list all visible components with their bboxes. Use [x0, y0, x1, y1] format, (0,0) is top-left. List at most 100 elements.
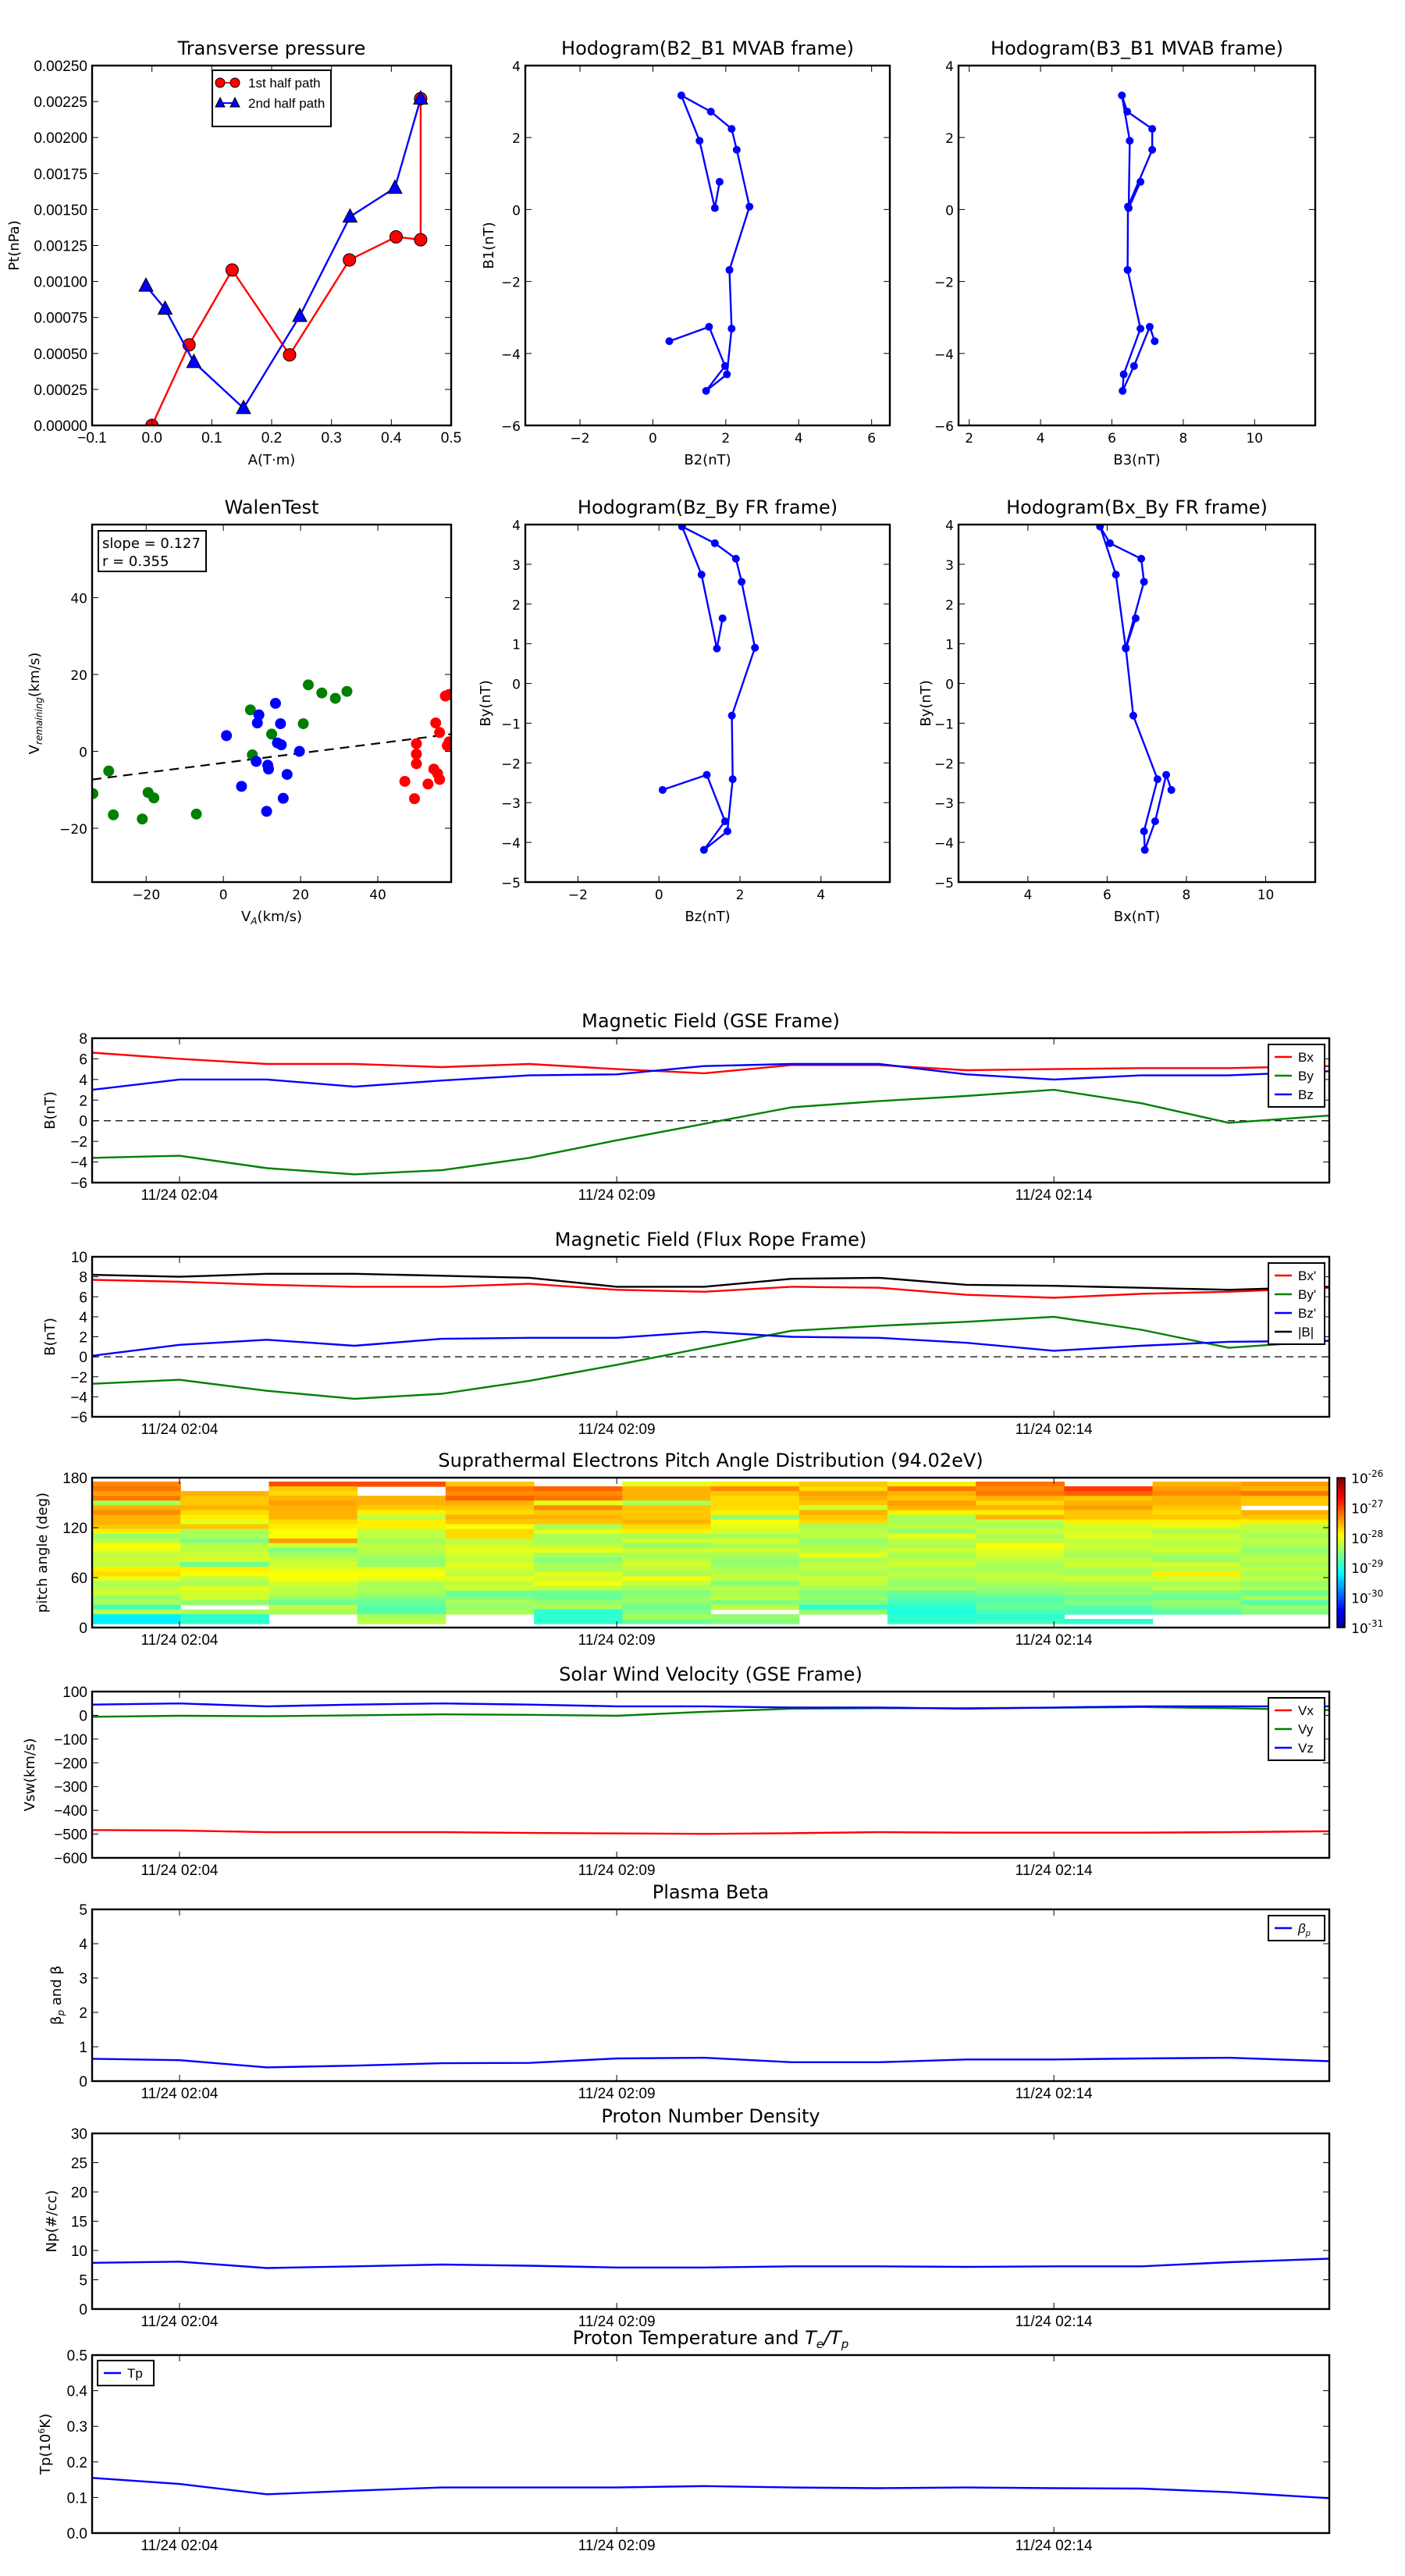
heatmap-cell: [1064, 1533, 1154, 1539]
plot-area: [92, 1482, 1329, 1624]
heatmap-cell: [799, 1609, 888, 1615]
plot-area: [1118, 91, 1159, 395]
legend-item: |B|: [1275, 1325, 1314, 1340]
y-tick-label: 60: [71, 1571, 87, 1587]
heatmap-cell: [799, 1505, 888, 1510]
scatter-point: [434, 774, 446, 785]
heatmap-cell: [180, 1567, 270, 1572]
colorbar-segment: [1337, 1528, 1345, 1531]
data-point: [723, 370, 731, 379]
heatmap-cell: [887, 1524, 976, 1530]
heatmap-cell: [1064, 1547, 1154, 1553]
legend-item: Vz: [1275, 1741, 1314, 1756]
chart-density: Proton Number Density 11/24 02:04 11/24 02…: [44, 2105, 1331, 2330]
heatmap-cell: [269, 1505, 358, 1510]
data-point: [1140, 578, 1148, 586]
heatmap-cell: [799, 1510, 888, 1516]
heatmap-cell: [1152, 1576, 1242, 1582]
heatmap-cell: [887, 1491, 976, 1496]
heatmap-cell: [445, 1533, 535, 1539]
x-tick-label: −0.1: [77, 430, 107, 447]
heatmap-cell: [710, 1491, 800, 1496]
heatmap-cell: [534, 1562, 623, 1567]
heatmap-cell: [710, 1528, 800, 1535]
heatmap-cell: [622, 1491, 712, 1496]
y-tick-label: 0: [79, 1114, 87, 1130]
data-point: [710, 204, 719, 212]
data-point: [678, 525, 686, 531]
y-tick-label: 6: [79, 1290, 87, 1306]
colorbar-segment: [1337, 1535, 1345, 1539]
data-point: [1148, 125, 1157, 133]
heatmap-cell: [269, 1514, 358, 1521]
chart-title: Magnetic Field (GSE Frame): [582, 1010, 840, 1032]
heatmap-cell: [445, 1528, 535, 1535]
heatmap-cell: [710, 1486, 800, 1492]
x-tick-label: −20: [132, 888, 160, 903]
heatmap-cell: [1152, 1500, 1242, 1506]
data-point: [283, 348, 297, 362]
y-tick-label: −2: [934, 276, 954, 291]
heatmap-cell: [180, 1519, 270, 1525]
x-tick-label: 4: [795, 431, 803, 447]
data-point: [1136, 324, 1145, 333]
y-tick-label: 20: [71, 2185, 87, 2201]
data-point: [236, 399, 251, 415]
colorbar-segment: [1337, 1622, 1345, 1626]
legend: Vx Vy Vz: [1268, 1697, 1325, 1761]
legend-label: Bz: [1298, 1087, 1314, 1102]
heatmap-cell: [1152, 1519, 1242, 1525]
data-point: [1096, 525, 1104, 531]
data-point: [725, 265, 734, 274]
y-axis-label: Vremaining(km/s): [27, 653, 44, 755]
heatmap-cell: [710, 1595, 800, 1601]
x-tick-label: 11/24 02:09: [578, 1632, 656, 1649]
heatmap-cell: [92, 1510, 181, 1516]
y-tick-label: −2: [501, 756, 521, 772]
heatmap-cell: [799, 1528, 888, 1535]
colorbar-segment: [1337, 1522, 1345, 1526]
y-tick-label: −6: [70, 1176, 87, 1192]
heatmap-cell: [710, 1567, 800, 1572]
colorbar-segment: [1337, 1617, 1345, 1621]
y-tick-label: 0: [79, 1350, 87, 1366]
heatmap-cell: [1064, 1599, 1154, 1606]
heatmap-cell: [180, 1562, 270, 1567]
data-point: [343, 253, 357, 267]
y-tick-label: 0.00125: [34, 239, 87, 255]
heatmap-cell: [1240, 1500, 1329, 1506]
legend-item: By: [1275, 1069, 1314, 1083]
heatmap-cell: [269, 1524, 358, 1530]
heatmap-cell: [1152, 1557, 1242, 1563]
y-tick-label: −200: [54, 1756, 87, 1772]
legend-label: By': [1298, 1287, 1316, 1302]
x-tick-label: 10: [1257, 888, 1275, 903]
x-tick-label: 11/24 02:04: [141, 2086, 219, 2102]
heatmap-cell: [976, 1567, 1065, 1572]
heatmap-cell: [887, 1482, 976, 1487]
scatter-point: [434, 727, 446, 738]
heatmap-cell: [92, 1528, 181, 1535]
heatmap-cell: [180, 1528, 270, 1535]
colorbar-segment: [1337, 1585, 1345, 1589]
scatter-point: [269, 698, 281, 709]
y-tick-label: −2: [70, 1134, 87, 1151]
chart-title: Hodogram(Bx_By FR frame): [1006, 496, 1268, 518]
heatmap-cell: [357, 1576, 446, 1582]
legend-marker: [229, 77, 240, 88]
heatmap-cell: [710, 1500, 800, 1506]
y-tick-label: −5: [934, 876, 954, 891]
y-tick-label: −4: [501, 836, 521, 852]
x-tick-label: −2: [571, 431, 590, 447]
heatmap-cell: [357, 1571, 446, 1577]
slope-annotation: slope = 0.127: [102, 535, 201, 552]
plot-area: [1096, 525, 1176, 854]
heatmap-cell: [622, 1557, 712, 1563]
x-tick-label: 11/24 02:14: [1016, 1421, 1093, 1438]
y-tick-label: 0.00100: [34, 275, 87, 291]
data-point: [1119, 386, 1127, 395]
y-tick-label: 0.1: [67, 2490, 87, 2507]
scatter-point: [266, 728, 277, 740]
heatmap-cell: [180, 1542, 270, 1549]
legend-marker: [229, 96, 240, 108]
